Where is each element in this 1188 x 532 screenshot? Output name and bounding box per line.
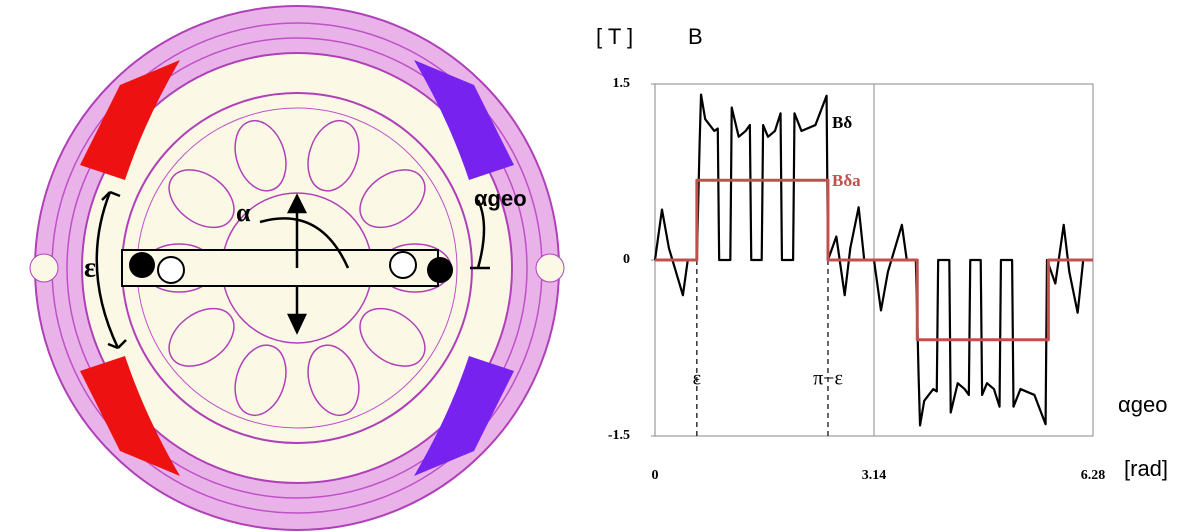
alpha-geo-label: αgeo bbox=[474, 186, 527, 211]
x-tick-label: 3.14 bbox=[862, 468, 887, 483]
x-tick-label: 6.28 bbox=[1081, 468, 1106, 483]
series-label: Bδa bbox=[832, 171, 861, 190]
alpha-label: α bbox=[236, 198, 251, 227]
conductor bbox=[427, 257, 453, 283]
motor-diagram: α ε αgeo bbox=[30, 6, 564, 530]
conductor bbox=[158, 257, 184, 283]
y-label: B bbox=[688, 24, 703, 49]
conductor bbox=[390, 252, 416, 278]
y-tick-label: 0 bbox=[623, 252, 630, 267]
figure: α ε αgeo 1.5 0 -1.5 0 3.14 6.28 [ T ] Bαgeo [rad… bbox=[0, 0, 1188, 532]
epsilon-label: ε bbox=[84, 252, 96, 283]
y-tick-label: 1.5 bbox=[613, 76, 631, 91]
hole bbox=[30, 254, 58, 282]
y-tick-label: -1.5 bbox=[608, 428, 630, 443]
hole bbox=[536, 254, 564, 282]
x-unit: [rad] bbox=[1124, 456, 1168, 481]
annotation-label: π−ε bbox=[813, 368, 843, 390]
x-tick-label: 0 bbox=[652, 468, 659, 483]
series-label: Bδ bbox=[832, 113, 852, 132]
x-label: αgeo bbox=[1118, 392, 1167, 417]
y-unit: [ T ] bbox=[596, 24, 633, 49]
conductor bbox=[129, 252, 155, 278]
annotation-label: ε bbox=[693, 368, 701, 390]
